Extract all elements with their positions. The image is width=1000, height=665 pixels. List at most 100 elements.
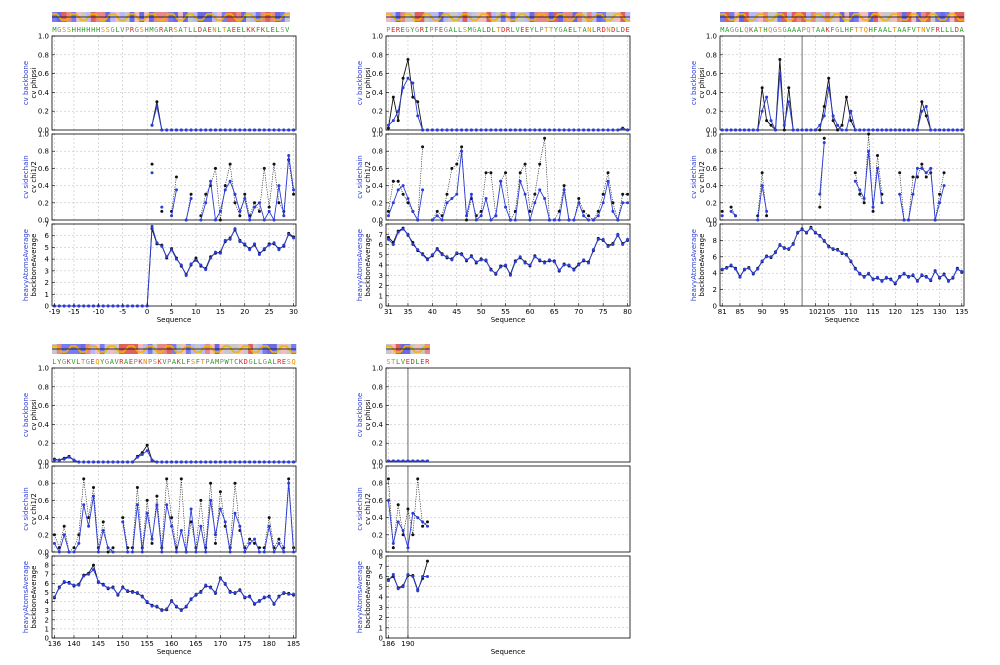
sequence-residue: T [549, 26, 554, 34]
series-blue-point [902, 128, 906, 132]
series-blue-point [248, 460, 252, 464]
series-blue-point [292, 550, 296, 554]
x-tick-label: 135 [955, 308, 968, 316]
series-blue-point [160, 609, 164, 613]
sequence-residue: P [134, 358, 138, 366]
series-blue-point [543, 261, 547, 265]
series-blue-point [184, 550, 188, 554]
series-blue-point [277, 595, 281, 599]
y-tick-label: 0.0 [706, 127, 717, 135]
y-tick-label: 2 [45, 616, 49, 624]
series-blue-point [435, 248, 439, 252]
backbone-subplot: 0.0 0.2 0.4 0.6 0.8 1.0 cv backbone cv phipsi [22, 365, 297, 467]
sequence-residue: L [482, 26, 486, 34]
series-black-point [411, 95, 415, 99]
sequence-residue: G [773, 26, 777, 34]
series-blue-point [421, 253, 425, 257]
sequence-residue: A [227, 26, 232, 34]
y-axis-label-black: backboneAverage [698, 234, 706, 297]
series-black-point [601, 192, 605, 196]
series-blue-point [150, 604, 154, 608]
sequence-residue: L [272, 358, 276, 366]
secondary-structure-strip [52, 12, 290, 22]
series-blue-point [596, 214, 600, 218]
series-blue-point [189, 128, 193, 132]
series-black-point [582, 209, 586, 213]
series-blue-point [204, 201, 208, 205]
series-blue-point [920, 166, 924, 170]
series-black-point [875, 154, 879, 157]
sequence-residue: F [873, 26, 877, 34]
sequence-residue: T [811, 26, 816, 34]
series-blue-point [445, 128, 449, 132]
series-blue-point [184, 128, 188, 132]
series-blue-point [611, 128, 615, 132]
sequence-residue: D [501, 26, 505, 34]
series-blue-point [460, 128, 464, 132]
series-blue-point [223, 460, 227, 464]
series-blue-point [416, 218, 420, 222]
y-tick-label: 4 [713, 270, 718, 278]
series-blue-point [805, 230, 809, 234]
series-black-point [391, 179, 395, 183]
sequence-residue: A [797, 26, 802, 34]
y-tick-label: 2 [379, 282, 383, 290]
subplot-frame [719, 133, 965, 221]
series-blue-point [204, 460, 208, 464]
series-blue-point [499, 179, 503, 183]
series-blue-point [131, 304, 135, 308]
series-blue-point [421, 128, 425, 132]
series-black-point [406, 507, 410, 511]
sequence-residue: G [782, 26, 786, 34]
series-blue-point [386, 214, 390, 218]
y-tick-label: 0.8 [38, 148, 49, 156]
series-blue-point [929, 278, 933, 282]
series-blue-point [796, 128, 800, 132]
series-blue-point [179, 609, 183, 613]
series-blue-point [174, 257, 178, 261]
sequence-residue: N [921, 26, 925, 34]
y-tick-label: 0.0 [38, 217, 49, 225]
y-tick-label: 0.6 [706, 165, 718, 173]
series-blue-point [889, 278, 893, 282]
series-blue-point [596, 128, 600, 132]
series-black-point [101, 520, 105, 524]
series-blue-point [465, 128, 469, 132]
series-blue-point [199, 263, 203, 267]
series-blue-point [601, 128, 605, 132]
series-blue-line [54, 450, 294, 463]
series-blue-point [406, 459, 410, 463]
sequence-residue: E [439, 26, 443, 34]
backbone-subplot: 0.0 0.2 0.4 0.6 0.8 1.0 cv backbone cv phipsi [356, 33, 631, 135]
series-blue-point [287, 154, 291, 157]
series-blue-point [479, 128, 483, 132]
series-blue-point [494, 128, 498, 132]
series-blue-point [791, 243, 795, 246]
x-tick-label: 130 [933, 308, 946, 316]
series-blue-point [955, 267, 959, 271]
series-blue-point [57, 458, 61, 462]
series-blue-point [621, 243, 625, 246]
series-blue-point [111, 460, 115, 464]
series-blue-point [170, 600, 174, 604]
y-tick-label: 0.6 [38, 402, 50, 410]
y-tick-label: 0.2 [38, 531, 49, 539]
y-tick-label: 1.0 [372, 33, 383, 41]
sequence-residue: D [244, 358, 248, 366]
y-tick-label: 0.2 [38, 440, 49, 448]
series-blue-point [391, 201, 395, 205]
sequence-residue: G [405, 26, 409, 34]
sequence-residue: T [496, 26, 501, 34]
series-black-point [416, 100, 420, 104]
series-black-point [587, 214, 591, 218]
series-blue-point [287, 481, 291, 485]
series-blue-point [489, 268, 493, 272]
series-blue-point [875, 166, 879, 170]
y-axis-label-blue: cv sidechain [22, 155, 30, 199]
series-blue-line [388, 77, 628, 131]
series-blue-point [538, 258, 542, 262]
series-blue-point [82, 503, 86, 507]
series-blue-point [582, 214, 586, 218]
